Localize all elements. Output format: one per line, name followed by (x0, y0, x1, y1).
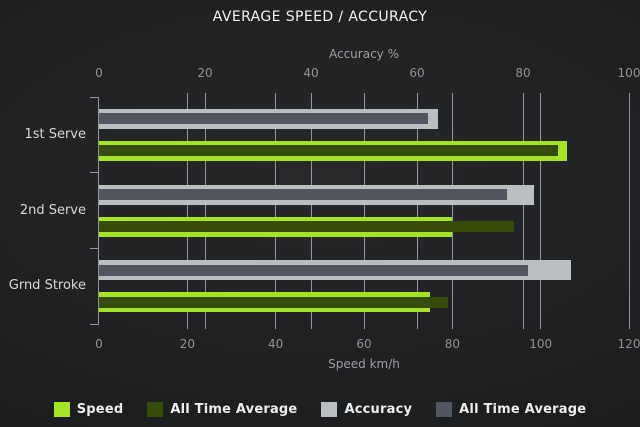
legend-item-all-time-average-speed[interactable]: All Time Average (147, 401, 298, 417)
speed-gridline (451, 93, 453, 329)
accuracy-gridline (310, 93, 312, 329)
bottom-axis-tick-label: 100 (529, 337, 553, 351)
all-time-average-accuracy-swatch-icon (436, 401, 453, 417)
bar-all-time-average-speed-1st-serve (99, 145, 559, 157)
accuracy-gridline (204, 93, 206, 329)
speed-gridline (628, 93, 630, 329)
bottom-axis-tick-label: 0 (95, 337, 103, 351)
legend-label: Speed (76, 401, 124, 417)
legend-item-speed[interactable]: Speed (53, 401, 124, 417)
speed-gridline (363, 93, 365, 329)
y-axis-tick (90, 247, 99, 249)
top-axis-tick-label: 60 (409, 66, 425, 80)
speed-gridline (540, 93, 542, 329)
chart-title: AVERAGE SPEED / ACCURACY (212, 9, 428, 25)
accuracy-swatch-icon (321, 401, 338, 417)
accuracy-gridline (416, 93, 418, 329)
top-axis-tick-label: 100 (617, 66, 640, 80)
bar-all-time-average-accuracy-2nd-serve (99, 189, 508, 200)
speed-gridline (275, 93, 277, 329)
top-axis-tick-label: 40 (303, 66, 319, 80)
bottom-axis-tick-label: 120 (617, 337, 640, 351)
bottom-axis-tick-label: 20 (179, 337, 195, 351)
bottom-axis-tick-label: 60 (356, 337, 372, 351)
top-axis-tick-label: 80 (515, 66, 531, 80)
legend-label: Accuracy (344, 401, 413, 417)
y-axis-line (98, 97, 99, 324)
all-time-average-speed-swatch-icon (147, 401, 164, 417)
bar-all-time-average-speed-grnd-stroke (99, 296, 448, 308)
y-axis-tick (90, 172, 99, 174)
category-label: 2nd Serve (19, 202, 86, 218)
speed-gridline (186, 93, 188, 329)
bar-all-time-average-speed-2nd-serve (99, 221, 515, 232)
legend-item-all-time-average-accuracy[interactable]: All Time Average (436, 401, 587, 417)
chart-legend: Speed All Time Average Accuracy All Time… (0, 398, 640, 420)
speed-swatch-icon (53, 401, 70, 417)
bar-all-time-average-accuracy-1st-serve (99, 113, 428, 125)
y-axis-tick (90, 323, 99, 325)
bottom-axis-title: Speed km/h (328, 357, 400, 371)
legend-label: All Time Average (459, 401, 587, 417)
top-axis-title: Accuracy % (328, 47, 399, 61)
category-label: 1st Serve (24, 126, 86, 142)
legend-label: All Time Average (170, 401, 298, 417)
bottom-axis-tick-label: 80 (444, 337, 460, 351)
top-axis-tick-label: 0 (95, 66, 103, 80)
bar-all-time-average-accuracy-grnd-stroke (99, 264, 529, 276)
bottom-axis-tick-label: 40 (268, 337, 284, 351)
top-axis-tick-label: 20 (197, 66, 213, 80)
category-label: Grnd Stroke (8, 278, 86, 294)
y-axis-tick (90, 96, 99, 98)
legend-item-accuracy[interactable]: Accuracy (321, 401, 413, 417)
accuracy-gridline (522, 93, 524, 329)
